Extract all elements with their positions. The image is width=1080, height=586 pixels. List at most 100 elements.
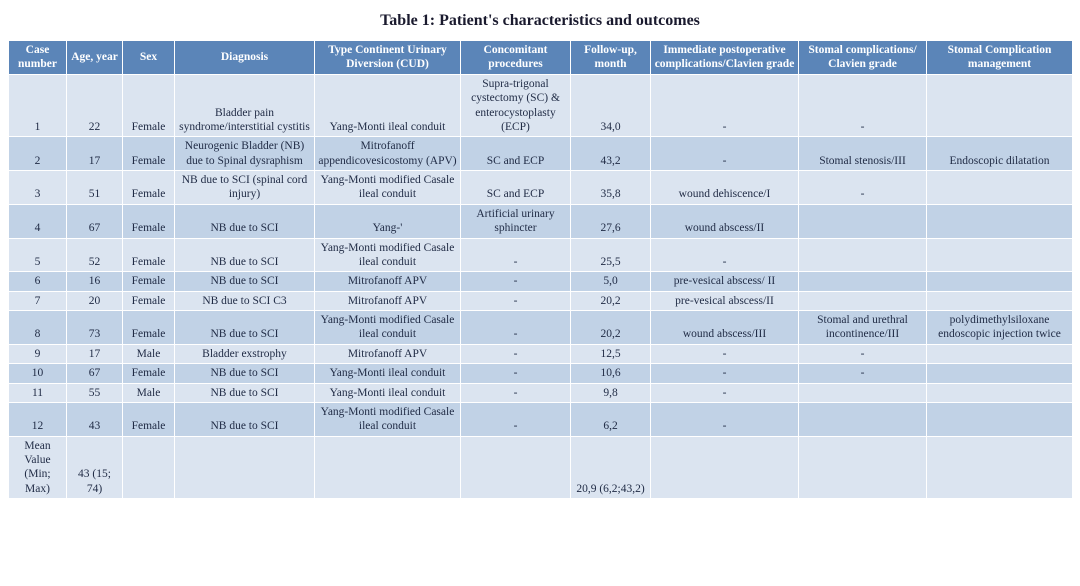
table-cell: -: [799, 74, 927, 137]
table-cell: pre-vesical abscess/II: [651, 291, 799, 310]
table-row: Mean Value (Min; Max)43 (15; 74) 20,9 (6,…: [9, 436, 1073, 499]
table-cell: 20: [67, 291, 123, 310]
table-cell: Yang-Monti modified Casale ileal conduit: [315, 402, 461, 436]
table-cell: Female: [123, 364, 175, 383]
table-cell: 11: [9, 383, 67, 402]
table-cell: [927, 364, 1073, 383]
table-cell: 8: [9, 311, 67, 345]
table-cell: Female: [123, 272, 175, 291]
table-cell: [315, 436, 461, 499]
table-body: 122FemaleBladder pain syndrome/interstit…: [9, 74, 1073, 498]
table-cell: Female: [123, 204, 175, 238]
table-cell: [927, 272, 1073, 291]
table-header-row: Case number Age, year Sex Diagnosis Type…: [9, 41, 1073, 75]
table-cell: [927, 402, 1073, 436]
table-cell: 3: [9, 171, 67, 205]
table-cell: 55: [67, 383, 123, 402]
table-cell: 20,2: [571, 311, 651, 345]
table-cell: Yang-Monti ileal conduit: [315, 364, 461, 383]
table-cell: 6,2: [571, 402, 651, 436]
table-cell: 10,6: [571, 364, 651, 383]
table-cell: -: [461, 291, 571, 310]
table-cell: [799, 402, 927, 436]
col-age: Age, year: [67, 41, 123, 75]
table-cell: 43 (15; 74): [67, 436, 123, 499]
table-cell: -: [799, 171, 927, 205]
table-cell: NB due to SCI: [175, 402, 315, 436]
table-cell: Female: [123, 291, 175, 310]
table-cell: 25,5: [571, 238, 651, 272]
table-cell: Yang-Monti modified Casale ileal conduit: [315, 311, 461, 345]
table-row: 616FemaleNB due to SCIMitrofanoff APV-5,…: [9, 272, 1073, 291]
table-cell: Male: [123, 344, 175, 363]
col-followup: Follow-up, month: [571, 41, 651, 75]
table-row: 217FemaleNeurogenic Bladder (NB) due to …: [9, 137, 1073, 171]
table-cell: Stomal and urethral incontinence/III: [799, 311, 927, 345]
table-cell: -: [651, 74, 799, 137]
patients-table: Case number Age, year Sex Diagnosis Type…: [8, 40, 1073, 499]
table-cell: [799, 383, 927, 402]
table-cell: polydimethylsiloxane endoscopic injectio…: [927, 311, 1073, 345]
table-cell: 2: [9, 137, 67, 171]
col-sex: Sex: [123, 41, 175, 75]
table-cell: 1: [9, 74, 67, 137]
table-cell: 12,5: [571, 344, 651, 363]
table-cell: Mean Value (Min; Max): [9, 436, 67, 499]
table-cell: NB due to SCI: [175, 238, 315, 272]
table-cell: SC and ECP: [461, 171, 571, 205]
table-cell: 35,8: [571, 171, 651, 205]
table-cell: 73: [67, 311, 123, 345]
table-cell: NB due to SCI: [175, 311, 315, 345]
table-cell: [927, 74, 1073, 137]
table-row: 122FemaleBladder pain syndrome/interstit…: [9, 74, 1073, 137]
table-cell: NB due to SCI: [175, 364, 315, 383]
table-cell: [927, 171, 1073, 205]
table-cell: Female: [123, 137, 175, 171]
table-cell: -: [651, 344, 799, 363]
table-row: 1067FemaleNB due to SCIYang-Monti ileal …: [9, 364, 1073, 383]
table-cell: -: [651, 364, 799, 383]
table-cell: Yang-Monti modified Casale ileal conduit: [315, 171, 461, 205]
table-cell: 67: [67, 204, 123, 238]
table-cell: -: [461, 364, 571, 383]
table-cell: -: [799, 344, 927, 363]
table-cell: NB due to SCI: [175, 204, 315, 238]
table-cell: 43,2: [571, 137, 651, 171]
table-cell: Bladder exstrophy: [175, 344, 315, 363]
table-cell: [927, 204, 1073, 238]
table-cell: -: [799, 364, 927, 383]
table-cell: 51: [67, 171, 123, 205]
table-cell: wound dehiscence/I: [651, 171, 799, 205]
table-cell: 34,0: [571, 74, 651, 137]
col-case-number: Case number: [9, 41, 67, 75]
table-row: 467FemaleNB due to SCIYang-'Artificial u…: [9, 204, 1073, 238]
col-concomitant: Concomitant procedures: [461, 41, 571, 75]
table-cell: Yang-Monti ileal conduit: [315, 74, 461, 137]
table-cell: Mitrofanoff APV: [315, 344, 461, 363]
table-row: 552FemaleNB due to SCIYang-Monti modifie…: [9, 238, 1073, 272]
table-cell: Female: [123, 402, 175, 436]
table-cell: pre-vesical abscess/ II: [651, 272, 799, 291]
table-cell: -: [651, 238, 799, 272]
table-cell: -: [461, 344, 571, 363]
col-diagnosis: Diagnosis: [175, 41, 315, 75]
col-stomal-management: Stomal Complication management: [927, 41, 1073, 75]
table-cell: Male: [123, 383, 175, 402]
table-cell: [927, 238, 1073, 272]
col-immediate-complications: Immediate postoperative complications/Cl…: [651, 41, 799, 75]
table-cell: -: [651, 137, 799, 171]
table-cell: -: [461, 311, 571, 345]
col-stomal-complications: Stomal complications/ Clavien grade: [799, 41, 927, 75]
table-cell: 16: [67, 272, 123, 291]
table-cell: Endoscopic dilatation: [927, 137, 1073, 171]
table-cell: wound abscess/II: [651, 204, 799, 238]
table-cell: Neurogenic Bladder (NB) due to Spinal dy…: [175, 137, 315, 171]
table-cell: Yang-Monti modified Casale ileal conduit: [315, 238, 461, 272]
table-cell: 20,9 (6,2;43,2): [571, 436, 651, 499]
table-cell: Bladder pain syndrome/interstitial cysti…: [175, 74, 315, 137]
table-cell: Yang-': [315, 204, 461, 238]
table-cell: Artificial urinary sphincter: [461, 204, 571, 238]
table-cell: [651, 436, 799, 499]
table-row: 917MaleBladder exstrophyMitrofanoff APV-…: [9, 344, 1073, 363]
table-cell: 22: [67, 74, 123, 137]
